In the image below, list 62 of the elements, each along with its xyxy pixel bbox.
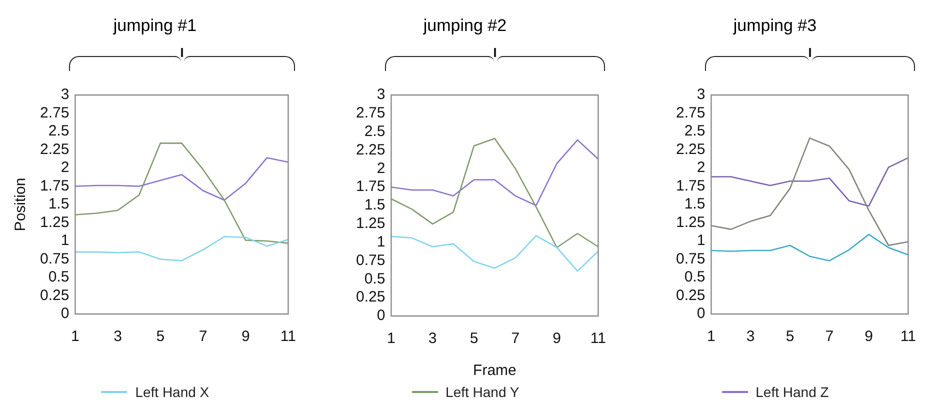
x-tick-label: 7 xyxy=(825,328,834,346)
y-tick-label: 1.25 xyxy=(40,214,70,231)
y-tick-label: 1 xyxy=(376,233,386,250)
y-tick-label: 1.25 xyxy=(356,215,386,232)
y-tick-label: 0.25 xyxy=(40,286,70,304)
y-tick-label: 2.25 xyxy=(40,140,70,158)
y-tick-label: 3 xyxy=(60,86,70,104)
legend-label: Left Hand Z xyxy=(756,384,829,400)
x-tick-label: 11 xyxy=(590,330,606,348)
y-tick-label: 1.75 xyxy=(356,178,386,196)
y-tick-label: 1.75 xyxy=(40,177,70,194)
y-tick-label: 2.5 xyxy=(48,122,70,140)
x-tick-label: 5 xyxy=(470,330,478,348)
x-tick-label: 9 xyxy=(241,328,250,346)
y-tick-label: 0 xyxy=(376,307,386,324)
y-tick-label: 0.75 xyxy=(676,250,706,268)
y-tick-label: 2.25 xyxy=(676,140,706,158)
legend-label: Left Hand X xyxy=(135,384,210,400)
y-tick-label: 2.25 xyxy=(356,141,386,158)
y-tick-label: 0.25 xyxy=(356,288,386,306)
chart-title: jumping #3 xyxy=(732,16,818,36)
legend-label: Left Hand Y xyxy=(446,384,520,400)
y-tick-label: 2.5 xyxy=(684,122,706,140)
y-tick-label: 0.75 xyxy=(40,250,70,268)
y-tick-label: 1.25 xyxy=(676,214,706,231)
y-tick-label: 3 xyxy=(696,86,706,104)
y-tick-label: 2 xyxy=(696,159,706,176)
x-tick-label: 5 xyxy=(786,328,794,346)
chart-title: jumping #2 xyxy=(422,16,508,36)
x-axis-title: Frame xyxy=(473,362,516,380)
x-tick-label: 11 xyxy=(280,328,296,346)
x-tick-label: 3 xyxy=(746,328,755,346)
x-tick-label: 7 xyxy=(511,330,520,348)
y-tick-label: 2.75 xyxy=(676,104,706,122)
y-axis-title: Position xyxy=(12,178,30,232)
y-tick-label: 2.75 xyxy=(40,104,70,122)
y-tick-label: 0.5 xyxy=(684,268,706,286)
y-tick-label: 1 xyxy=(60,232,70,250)
x-tick-label: 7 xyxy=(198,328,208,346)
y-tick-label: 0 xyxy=(60,305,70,322)
y-tick-label: 2.75 xyxy=(356,104,386,122)
x-tick-label: 11 xyxy=(900,328,916,346)
x-tick-label: 9 xyxy=(864,328,873,346)
x-tick-label: 3 xyxy=(428,330,437,348)
x-tick-label: 9 xyxy=(552,330,561,348)
y-tick-label: 1.5 xyxy=(48,196,70,213)
x-tick-label: 3 xyxy=(114,328,122,346)
y-tick-label: 2 xyxy=(376,160,386,177)
y-tick-label: 1.5 xyxy=(684,196,706,213)
y-tick-label: 1.75 xyxy=(676,177,706,194)
y-tick-label: 0.75 xyxy=(356,252,386,269)
y-tick-label: 0 xyxy=(696,305,706,322)
y-tick-label: 2 xyxy=(60,159,70,176)
y-tick-label: 2.5 xyxy=(364,122,386,140)
x-tick-label: 5 xyxy=(156,328,165,346)
y-tick-label: 1.5 xyxy=(364,196,386,214)
y-tick-label: 3 xyxy=(376,86,386,104)
y-tick-label: 1 xyxy=(696,232,706,250)
y-tick-label: 0.5 xyxy=(364,270,386,288)
y-tick-label: 0.25 xyxy=(676,286,706,304)
chart-title: jumping #1 xyxy=(112,16,198,36)
y-tick-label: 0.5 xyxy=(48,268,70,286)
